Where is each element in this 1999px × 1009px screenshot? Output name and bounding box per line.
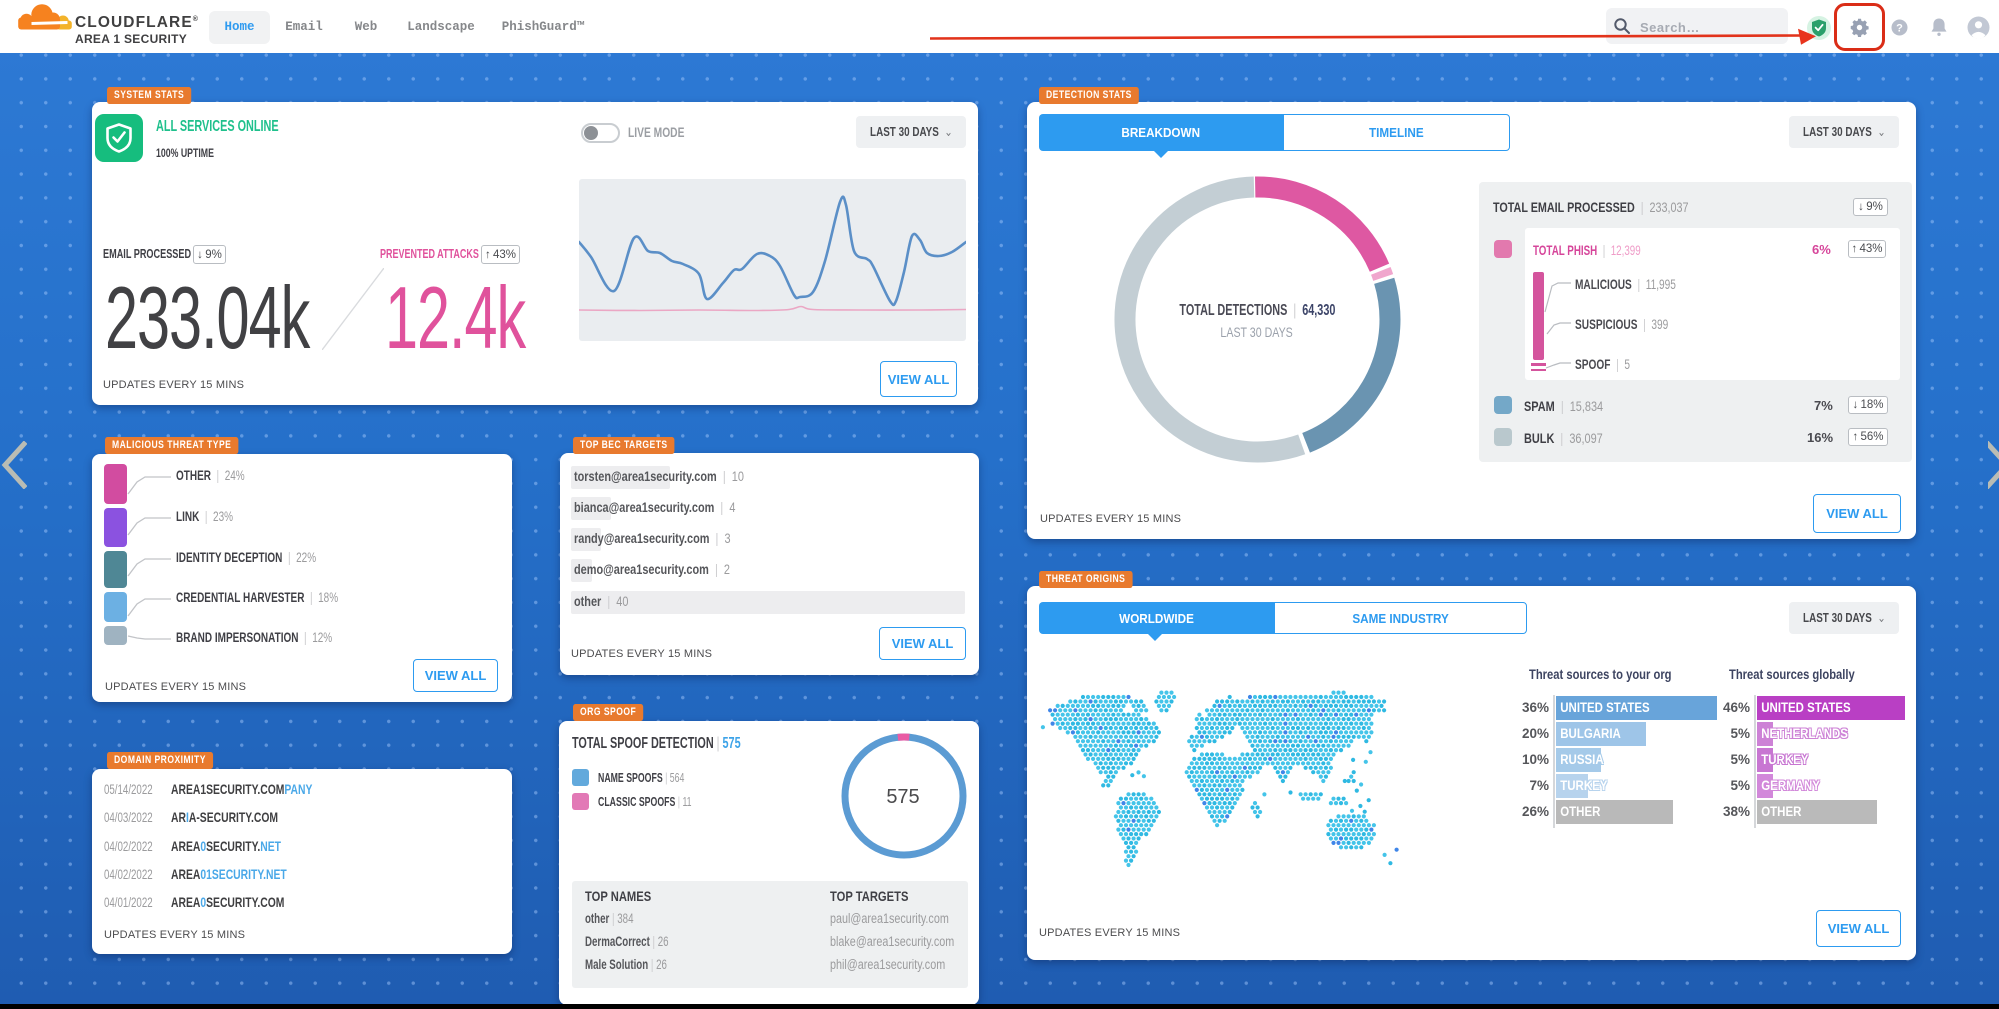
svg-text:?: ?	[1896, 22, 1903, 34]
